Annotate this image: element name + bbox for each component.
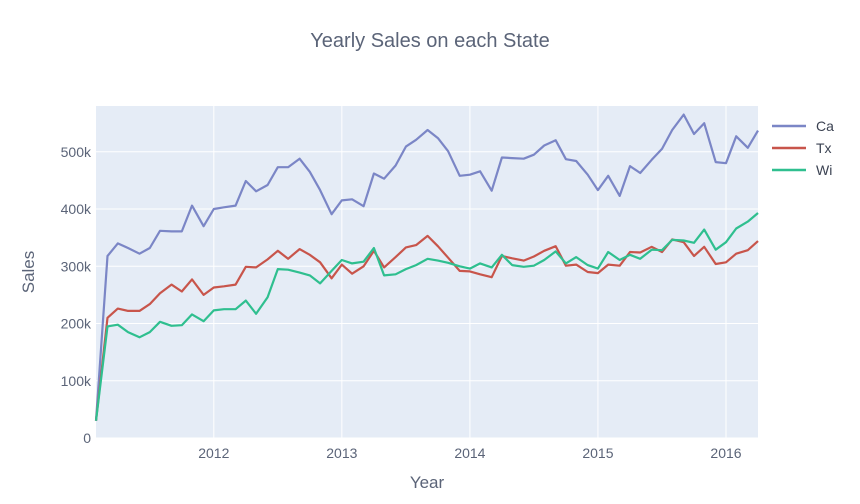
legend-label-tx: Tx	[816, 140, 832, 156]
legend-label-ca: Ca	[816, 118, 834, 134]
series-line-tx	[94, 234, 759, 421]
y-tick-label: 300k	[61, 258, 92, 274]
y-axis-ticks: 0 100k 200k 300k 400k 500k	[61, 144, 92, 446]
y-tick-label: 500k	[61, 144, 92, 160]
x-tick-label: 2013	[326, 445, 357, 461]
x-tick-label: 2014	[454, 445, 485, 461]
y-tick-label: 100k	[61, 373, 92, 389]
x-axis-title: Year	[410, 473, 445, 492]
x-tick-label: 2016	[710, 445, 741, 461]
y-tick-label: 0	[83, 430, 91, 446]
x-tick-label: 2015	[582, 445, 613, 461]
series-line-ca	[94, 113, 759, 421]
plot-area	[96, 106, 758, 438]
y-tick-label: 400k	[61, 201, 92, 217]
y-tick-label: 200k	[61, 316, 92, 332]
x-tick-label: 2012	[198, 445, 229, 461]
series-line-wi	[94, 212, 759, 421]
series-lines	[94, 113, 759, 421]
legend-label-wi: Wi	[816, 162, 832, 178]
x-axis-ticks: 2012 2013 2014 2015 2016	[198, 445, 742, 461]
y-axis-title: Sales	[19, 251, 38, 294]
chart-title: Yearly Sales on each State	[310, 30, 549, 52]
legend: Ca Tx Wi	[772, 118, 834, 178]
